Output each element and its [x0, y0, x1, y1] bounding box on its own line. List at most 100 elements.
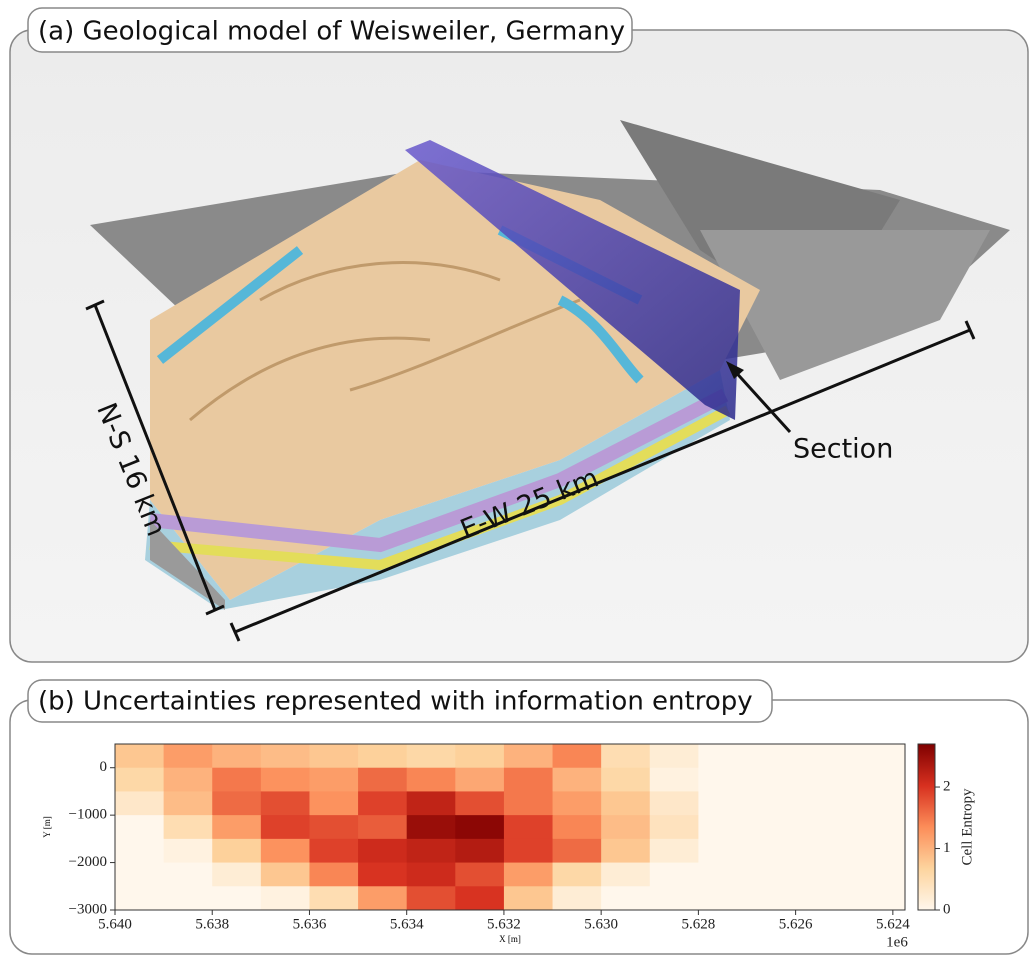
heat-cell	[261, 839, 310, 863]
x-tick-label: 5.638	[195, 916, 229, 932]
heat-cell	[796, 886, 845, 910]
heat-cell	[553, 744, 602, 768]
heat-cell	[747, 815, 796, 839]
heat-cell	[212, 744, 261, 768]
x-tick-label: 5.626	[779, 916, 813, 932]
heat-cell	[309, 791, 358, 815]
heat-cell	[650, 886, 699, 910]
heat-cell	[601, 791, 650, 815]
heat-cell	[601, 815, 650, 839]
heat-cell	[309, 768, 358, 792]
heat-cell	[747, 839, 796, 863]
heat-cell	[358, 791, 407, 815]
heat-cell	[164, 768, 213, 792]
panel-a-title: (a) Geological model of Weisweiler, Germ…	[38, 17, 625, 47]
cbar-tick-label: 1	[943, 840, 951, 856]
heat-cell	[407, 886, 456, 910]
heat-cell	[796, 815, 845, 839]
heat-cell	[698, 839, 747, 863]
heat-cell	[358, 744, 407, 768]
y-tick-label: 0	[100, 759, 108, 775]
heat-cell	[504, 815, 553, 839]
heat-cell	[164, 863, 213, 887]
heat-cell	[358, 768, 407, 792]
heat-cell	[309, 863, 358, 887]
heat-cell	[650, 839, 699, 863]
heat-cell	[698, 863, 747, 887]
heat-cell	[164, 791, 213, 815]
heat-cell	[261, 815, 310, 839]
heat-cell	[796, 839, 845, 863]
heat-cell	[115, 863, 164, 887]
heat-cell	[261, 863, 310, 887]
heat-cell	[407, 744, 456, 768]
heat-cell	[455, 863, 504, 887]
heat-cell	[601, 744, 650, 768]
heat-cell	[358, 815, 407, 839]
heat-cell	[164, 886, 213, 910]
x-tick-label: 5.634	[390, 916, 424, 932]
heat-cell	[553, 839, 602, 863]
heat-cell	[455, 815, 504, 839]
heat-cell	[844, 791, 893, 815]
cbar-tick-label: 0	[943, 901, 951, 917]
heat-cell	[407, 815, 456, 839]
heat-cell	[504, 839, 553, 863]
heat-cell	[796, 791, 845, 815]
heat-cell	[455, 839, 504, 863]
heat-cell	[650, 863, 699, 887]
heat-cell	[698, 815, 747, 839]
heat-cell	[115, 744, 164, 768]
heat-cell	[796, 744, 845, 768]
x-tick-label: 5.632	[487, 916, 521, 932]
heat-cell	[407, 791, 456, 815]
page: N-S 16 km E-W 25 km Section (a) Geologic…	[0, 0, 1034, 957]
heat-cell	[115, 791, 164, 815]
heat-cell	[844, 839, 893, 863]
heat-cell	[212, 839, 261, 863]
heat-cell	[164, 744, 213, 768]
heat-cell	[747, 863, 796, 887]
heat-cell	[601, 768, 650, 792]
heat-cell	[504, 768, 553, 792]
heat-cell	[698, 791, 747, 815]
heat-cell	[261, 791, 310, 815]
heat-cell	[553, 768, 602, 792]
heat-cell	[212, 768, 261, 792]
heat-cell	[504, 886, 553, 910]
x-tick-label: 5.630	[584, 916, 618, 932]
heat-cell	[650, 791, 699, 815]
heat-cell	[212, 886, 261, 910]
heat-cell	[358, 863, 407, 887]
heat-cell	[844, 744, 893, 768]
heat-cell	[212, 863, 261, 887]
heat-cell	[309, 744, 358, 768]
heat-cell	[844, 815, 893, 839]
heat-cell	[407, 768, 456, 792]
heat-cell	[601, 839, 650, 863]
heat-cell	[455, 744, 504, 768]
panel-b-title: (b) Uncertainties represented with infor…	[38, 687, 753, 717]
heat-cell	[553, 886, 602, 910]
heat-cell	[601, 886, 650, 910]
heat-cell	[261, 886, 310, 910]
heat-cell	[309, 886, 358, 910]
heat-cell	[844, 886, 893, 910]
heat-cell	[407, 839, 456, 863]
heat-cell	[844, 768, 893, 792]
heat-cell	[358, 839, 407, 863]
heat-cell	[844, 863, 893, 887]
heat-cell	[698, 886, 747, 910]
x-tick-label: 5.640	[98, 916, 132, 932]
heat-cell	[698, 744, 747, 768]
x-tick-label: 5.624	[876, 916, 910, 932]
x-tick-label: 5.628	[682, 916, 716, 932]
x-tick-label: 5.636	[293, 916, 327, 932]
y-tick-label: −3000	[69, 901, 107, 917]
heat-cell	[504, 791, 553, 815]
heat-cell	[553, 791, 602, 815]
heat-cell	[601, 863, 650, 887]
y-tick-label: −2000	[69, 854, 107, 870]
heat-cell	[796, 863, 845, 887]
heat-cell	[309, 815, 358, 839]
